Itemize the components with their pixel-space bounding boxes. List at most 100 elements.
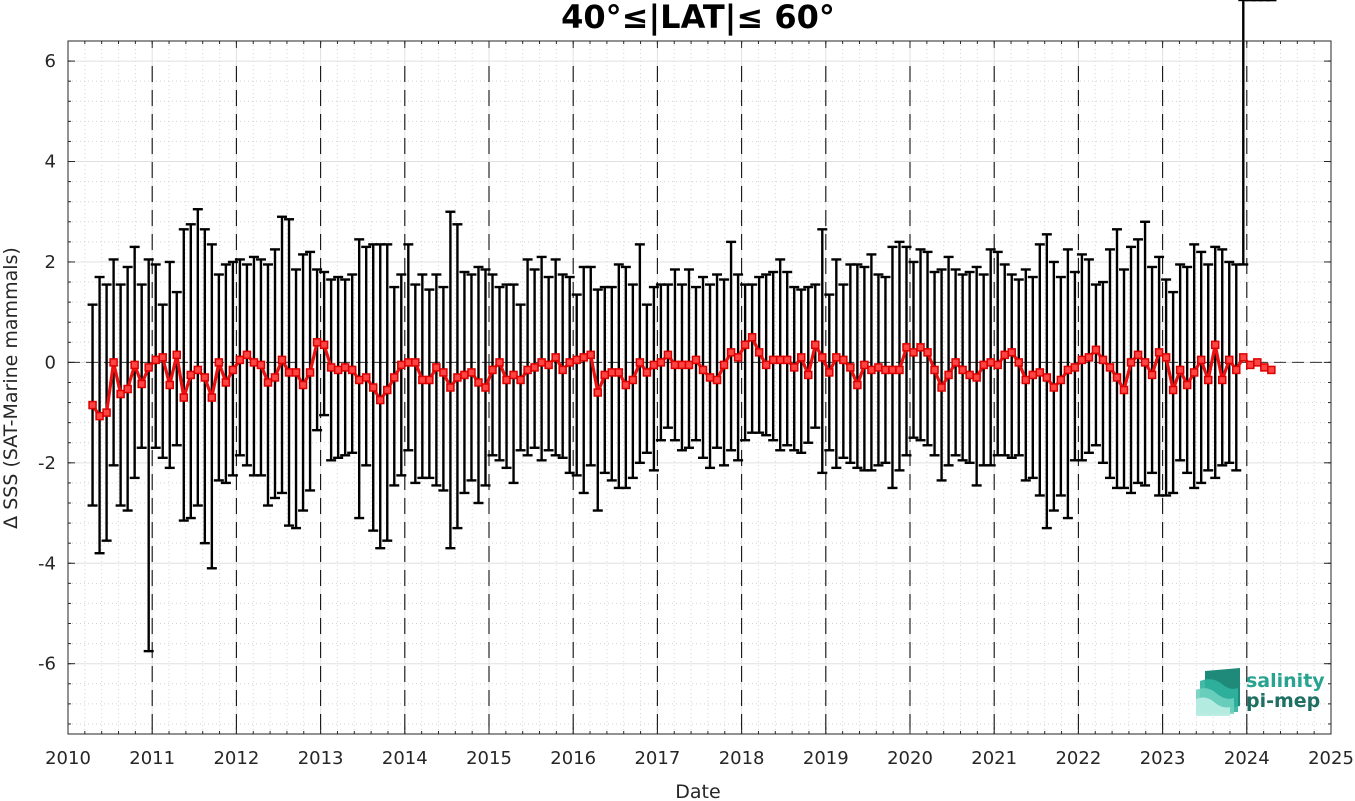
- data-point-marker: [326, 363, 336, 372]
- data-point-marker: [775, 355, 785, 365]
- data-point-marker: [825, 368, 834, 377]
- data-point-marker: [1182, 380, 1192, 390]
- data-point-marker: [1253, 358, 1262, 367]
- data-point-marker: [796, 353, 806, 362]
- y-tick-labels: -6 -4 -2 0 2 4 6: [38, 51, 56, 675]
- x-tick-label: 2019: [803, 748, 849, 769]
- x-tick-label: 2025: [1308, 748, 1354, 769]
- data-point-marker: [635, 358, 645, 367]
- data-point-marker: [1133, 350, 1143, 360]
- year-divider-lines: [151, 66, 1248, 734]
- data-point-marker: [1140, 358, 1150, 367]
- data-point-marker: [1056, 375, 1066, 385]
- data-point-marker: [691, 355, 701, 365]
- x-tick-label: 2016: [550, 748, 596, 769]
- data-point-marker: [909, 348, 918, 357]
- data-point-marker: [888, 365, 897, 375]
- data-point-marker: [1203, 375, 1213, 385]
- data-point-marker: [291, 368, 301, 377]
- data-point-marker: [902, 343, 911, 352]
- data-point-marker: [411, 358, 420, 367]
- data-point-marker: [642, 368, 652, 377]
- data-point-marker: [804, 370, 813, 380]
- data-point-marker: [256, 360, 266, 370]
- data-point-marker: [747, 333, 757, 342]
- data-point-marker: [390, 373, 399, 382]
- data-point-marker: [1007, 348, 1016, 357]
- data-point-marker: [242, 350, 252, 360]
- error-bars: [87, 0, 1277, 653]
- data-point-marker: [418, 375, 427, 385]
- data-point-marker: [761, 360, 771, 370]
- logo-text-pi-mep: pi-mep: [1246, 690, 1320, 712]
- data-point-marker: [1084, 353, 1094, 362]
- data-point-marker: [130, 360, 139, 370]
- data-point-marker: [502, 375, 511, 385]
- data-point-marker: [404, 358, 413, 367]
- data-point-marker: [102, 408, 111, 417]
- y-tick-label: 2: [45, 252, 56, 273]
- data-point-marker: [488, 365, 497, 375]
- data-point-marker: [1000, 350, 1009, 360]
- data-point-marker: [375, 395, 385, 405]
- data-point-marker: [663, 350, 673, 360]
- data-point-marker: [839, 355, 848, 365]
- data-point-marker: [354, 375, 364, 385]
- data-point-marker: [270, 373, 280, 382]
- data-point-marker: [158, 353, 167, 362]
- data-point-marker: [1070, 363, 1080, 372]
- data-point-marker: [951, 358, 960, 367]
- data-point-marker: [1260, 363, 1269, 372]
- data-point-marker: [516, 375, 525, 385]
- data-point-marker: [600, 370, 610, 380]
- data-point-marker: [1217, 375, 1227, 385]
- data-point-marker: [439, 368, 448, 377]
- data-point-marker: [719, 360, 729, 370]
- data-point-marker: [1196, 355, 1206, 365]
- data-point-marker: [1028, 370, 1038, 380]
- data-point-marker: [614, 368, 624, 377]
- data-point-marker: [993, 360, 1002, 370]
- data-point-marker: [432, 363, 441, 372]
- data-point-marker: [1154, 348, 1164, 357]
- x-tick-label: 2022: [1055, 748, 1101, 769]
- data-point-marker: [474, 378, 483, 387]
- x-tick-label: 2018: [719, 748, 765, 769]
- data-point-marker: [593, 388, 603, 397]
- x-tick-label: 2021: [971, 748, 1017, 769]
- data-point-marker: [1049, 383, 1059, 392]
- data-point-marker: [1063, 365, 1073, 375]
- data-point-marker: [705, 373, 715, 382]
- data-point-marker: [965, 370, 974, 380]
- data-point-marker: [698, 365, 708, 375]
- data-point-marker: [221, 378, 231, 387]
- data-point-marker: [565, 358, 574, 367]
- data-point-marker: [558, 365, 567, 375]
- data-point-marker: [726, 348, 736, 357]
- data-point-marker: [368, 383, 378, 392]
- data-point-marker: [782, 355, 792, 365]
- data-point-marker: [916, 343, 925, 352]
- data-point-marker: [144, 363, 153, 372]
- data-point-marker: [298, 380, 308, 390]
- data-point-marker: [649, 360, 659, 370]
- data-point-marker: [656, 358, 666, 367]
- data-point-marker: [277, 355, 287, 365]
- y-tick-label: -2: [38, 453, 56, 474]
- data-point-marker: [319, 340, 329, 350]
- data-point-marker: [1098, 355, 1108, 365]
- x-tick-label: 2023: [1140, 748, 1186, 769]
- data-point-marker: [361, 373, 371, 382]
- data-point-marker: [944, 370, 953, 380]
- data-point-marker: [460, 370, 469, 380]
- data-point-marker: [677, 360, 687, 370]
- data-point-marker: [305, 368, 315, 377]
- data-point-marker: [1126, 358, 1136, 367]
- data-point-marker: [670, 360, 680, 370]
- data-point-marker: [1232, 365, 1241, 375]
- data-point-marker: [1035, 368, 1045, 377]
- data-point-marker: [109, 358, 118, 367]
- data-point-marker: [712, 375, 722, 385]
- salinity-pi-mep-logo: salinity pi-mep: [1196, 668, 1325, 716]
